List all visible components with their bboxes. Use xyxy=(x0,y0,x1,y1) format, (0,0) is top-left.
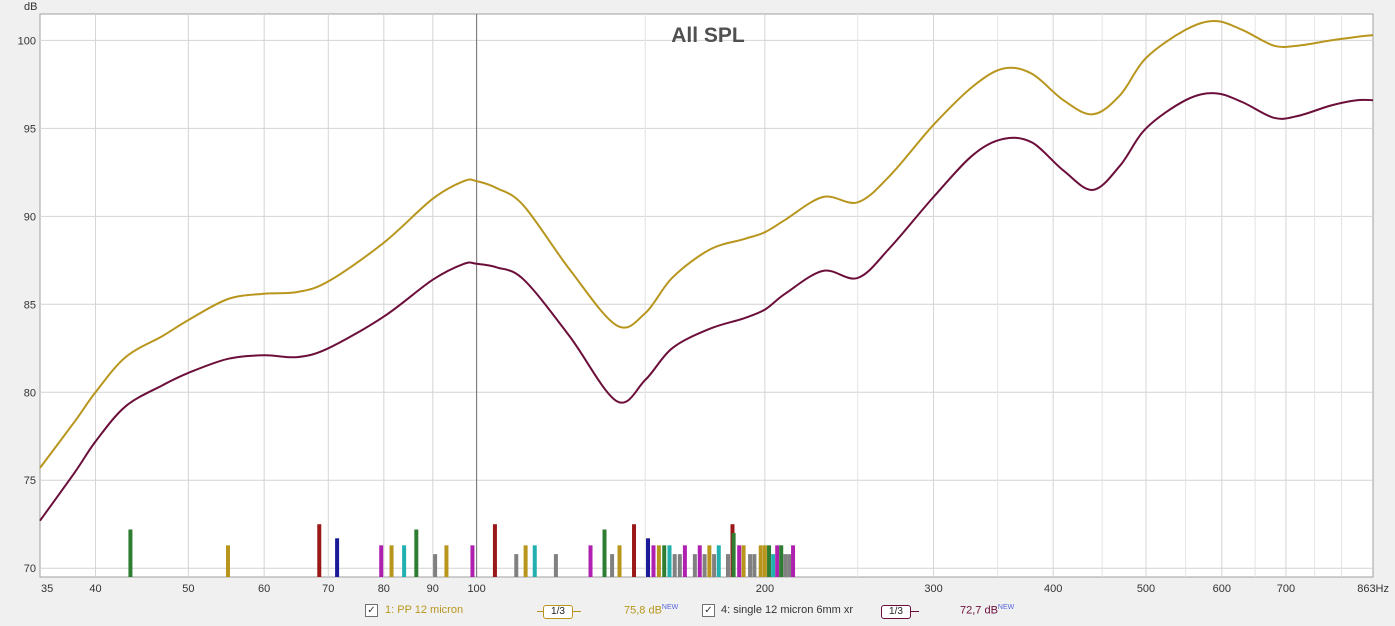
legend-line-right-2 xyxy=(911,611,919,612)
peak-marker-bar xyxy=(433,554,438,577)
x-tick-label: 500 xyxy=(1137,583,1155,595)
x-tick-label: 70 xyxy=(322,583,334,595)
peak-marker-bar xyxy=(779,545,784,577)
peak-marker-bar xyxy=(748,554,753,577)
peak-marker-bar xyxy=(771,554,776,577)
peak-marker-bar xyxy=(667,545,672,577)
legend-series-name-2[interactable]: 4: single 12 micron 6mm xr xyxy=(721,604,854,616)
legend-checkbox-2[interactable]: ✓ xyxy=(702,604,715,617)
peak-marker-bar xyxy=(692,554,697,577)
x-tick-label: 600 xyxy=(1213,583,1231,595)
peak-marker-bar xyxy=(716,545,721,577)
peak-marker-bar xyxy=(712,554,717,577)
peak-marker-bar xyxy=(610,554,615,577)
peak-marker-bar xyxy=(646,538,651,577)
legend-level-value-1: 75,8 dB xyxy=(624,604,662,617)
peak-marker-bar xyxy=(787,554,792,577)
peak-marker-bar xyxy=(662,545,667,577)
peak-marker-bar xyxy=(707,545,712,577)
peak-marker-bar xyxy=(758,545,763,577)
legend-level-1: 75,8 dBNEW xyxy=(624,604,678,617)
legend-smoothing-2[interactable]: 1/3 xyxy=(881,605,911,619)
peak-marker-bar xyxy=(128,529,133,577)
peak-marker-bar xyxy=(553,554,558,577)
peak-marker-bar xyxy=(697,545,702,577)
y-tick-label: 100 xyxy=(18,35,36,47)
peak-marker-bar xyxy=(335,538,340,577)
peak-marker-bar xyxy=(672,554,677,577)
legend-new-badge-2: NEW xyxy=(997,604,1015,611)
x-tick-label: 400 xyxy=(1044,583,1062,595)
legend-level-value-2: 72,7 dB xyxy=(960,604,998,617)
x-tick-label: 863Hz xyxy=(1357,583,1389,595)
series-line-2 xyxy=(39,92,1374,522)
peak-marker-bar xyxy=(783,554,788,577)
legend-line-right-1 xyxy=(573,611,581,612)
peak-marker-bar xyxy=(532,545,537,577)
x-tick-label: 100 xyxy=(467,583,485,595)
y-tick-label: 75 xyxy=(24,475,36,487)
peak-marker-bar xyxy=(470,545,475,577)
series-line-1 xyxy=(39,19,1374,469)
peak-marker-bar xyxy=(317,524,322,577)
y-tick-label: 95 xyxy=(24,123,36,135)
legend-new-badge-1: NEW xyxy=(661,604,679,611)
peak-marker-bar xyxy=(492,524,497,577)
axis-labels: 70 75 80 85 90 95 100 35 40 50 60 70 80 90 100 200 300 40… xyxy=(18,35,1389,595)
peak-marker-bar xyxy=(588,545,593,577)
peak-marker-bar xyxy=(379,545,384,577)
peak-marker-bar xyxy=(702,554,707,577)
x-tick-label: 35 xyxy=(41,583,53,595)
x-tick-label: 300 xyxy=(924,583,942,595)
y-tick-label: 70 xyxy=(24,563,36,575)
peak-marker-bar xyxy=(523,545,528,577)
peak-marker-bar xyxy=(656,545,661,577)
peak-marker-bar xyxy=(414,529,419,577)
peak-marker-bar xyxy=(731,533,736,577)
y-tick-label: 80 xyxy=(24,387,36,399)
y-tick-label: 85 xyxy=(24,299,36,311)
y-tick-label: 90 xyxy=(24,211,36,223)
peak-marker-bar xyxy=(762,545,767,577)
peak-marker-bar xyxy=(617,545,622,577)
x-tick-label: 90 xyxy=(427,583,439,595)
legend-level-2: 72,7 dBNEW xyxy=(960,604,1014,617)
peak-marker-bar xyxy=(791,545,796,577)
peak-marker-bar xyxy=(737,545,742,577)
peak-marker-bar xyxy=(725,554,730,577)
legend-series-name-1[interactable]: 1: PP 12 micron xyxy=(385,604,464,616)
legend-line-left-1 xyxy=(537,611,545,612)
x-tick-label: 700 xyxy=(1277,583,1295,595)
y-axis-label: dB xyxy=(24,1,37,13)
peak-marker-bar xyxy=(602,529,607,577)
spl-chart: 70 75 80 85 90 95 100 35 40 50 60 70 80 90 100 200 300 40… xyxy=(18,1,1389,595)
legend-smoothing-1[interactable]: 1/3 xyxy=(543,605,573,619)
peak-marker-bar xyxy=(775,545,780,577)
x-tick-label: 60 xyxy=(258,583,270,595)
peak-marker-bar xyxy=(651,545,656,577)
peak-marker-bar xyxy=(677,554,682,577)
grid xyxy=(40,14,1373,577)
peak-marker-bar xyxy=(444,545,449,577)
peak-marker-bar xyxy=(741,545,746,577)
peak-marker-bar xyxy=(632,524,637,577)
peak-marker-bar xyxy=(514,554,519,577)
x-tick-label: 200 xyxy=(756,583,774,595)
x-tick-label: 40 xyxy=(89,583,101,595)
peak-marker-bar xyxy=(389,545,394,577)
peak-marker-bar xyxy=(682,545,687,577)
plot-background xyxy=(39,13,1374,578)
legend: ✓ 1: PP 12 micron 1/3 75,8 dBNEW ✓ 4: si… xyxy=(0,603,1395,621)
peak-markers xyxy=(128,524,796,577)
peak-marker-bar xyxy=(402,545,407,577)
chart-title: All SPL xyxy=(671,24,745,47)
x-tick-label: 50 xyxy=(182,583,194,595)
peak-marker-bar xyxy=(225,545,230,577)
series-lines xyxy=(39,19,1374,522)
peak-marker-bar xyxy=(752,554,757,577)
legend-checkbox-1[interactable]: ✓ xyxy=(365,604,378,617)
peak-marker-bar xyxy=(767,545,772,577)
x-tick-label: 80 xyxy=(378,583,390,595)
